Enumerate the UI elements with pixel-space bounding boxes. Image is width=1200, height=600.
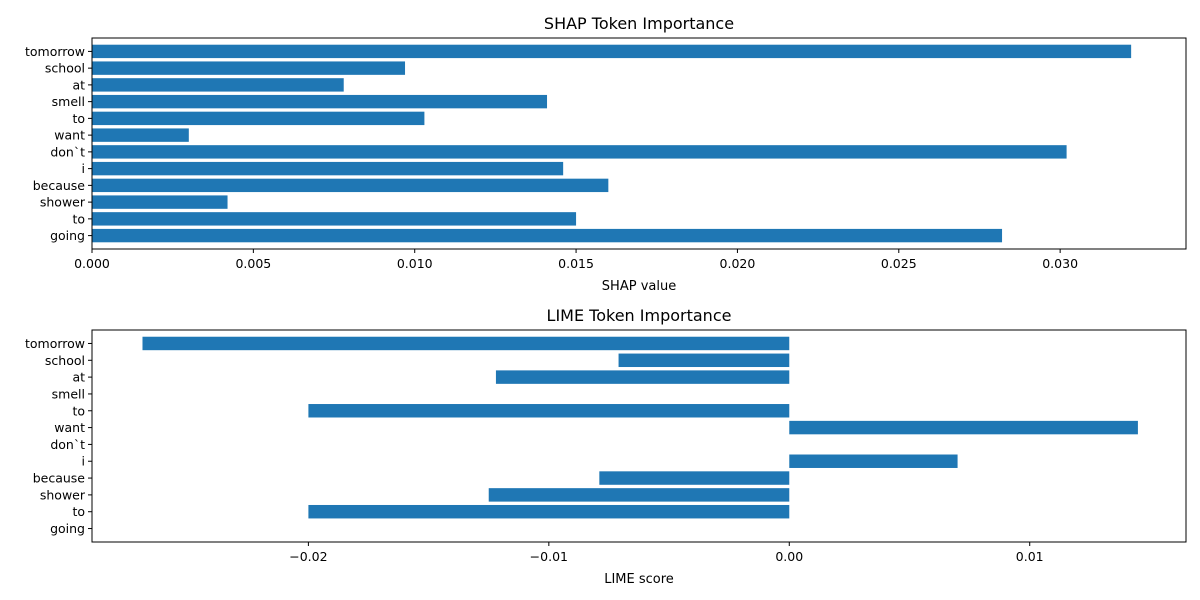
shap-ytick-label-9: shower xyxy=(40,195,86,210)
shap-xtick-label-1: 0.005 xyxy=(235,256,271,271)
shap-ytick-label-1: school xyxy=(45,61,85,76)
lime-ytick-label-11: going xyxy=(50,521,85,536)
lime-ytick-label-6: don`t xyxy=(50,437,85,452)
shap-ytick-label-6: don`t xyxy=(50,144,85,159)
shap-ytick-label-2: at xyxy=(72,77,85,92)
lime-bar-0 xyxy=(142,336,790,351)
shap-xtick-label-4: 0.020 xyxy=(720,256,756,271)
shap-xtick-label-3: 0.015 xyxy=(558,256,594,271)
shap-bar-7 xyxy=(92,161,564,176)
lime-ytick-label-8: because xyxy=(33,471,86,486)
shap-bar-3 xyxy=(92,94,548,109)
shap-axes-frame xyxy=(91,37,1187,250)
shap-bar-4 xyxy=(92,111,425,126)
shap-ytick-label-0: tomorrow xyxy=(25,44,85,59)
shap-bar-6 xyxy=(92,145,1067,159)
lime-ytick-label-0: tomorrow xyxy=(25,336,85,351)
lime-bar-2 xyxy=(495,370,790,384)
lime-axes-frame xyxy=(91,329,1187,543)
lime-ytick-label-3: smell xyxy=(52,386,85,401)
lime-ytick-label-10: to xyxy=(72,504,85,519)
shap-bar-11 xyxy=(92,228,1003,243)
shap-x-axis-label: SHAP value xyxy=(602,279,676,294)
shap-xtick-label-0: 0.000 xyxy=(74,256,110,271)
lime-xtick-label-2: 0.00 xyxy=(775,549,803,564)
lime-xtick-label-0: −0.02 xyxy=(289,549,327,564)
lime-ytick-label-1: school xyxy=(45,353,85,368)
shap-ytick-label-5: want xyxy=(54,128,85,143)
lime-chart-title: LIME Token Importance xyxy=(547,306,732,325)
shap-xtick-label-5: 0.025 xyxy=(881,256,917,271)
lime-ytick-label-4: to xyxy=(72,403,85,418)
lime-bar-8 xyxy=(599,471,790,485)
lime-ytick-label-2: at xyxy=(72,370,85,385)
lime-x-axis-label: LIME score xyxy=(604,572,674,587)
shap-bar-1 xyxy=(92,61,406,75)
shap-ytick-label-4: to xyxy=(72,111,85,126)
shap-xtick-label-6: 0.030 xyxy=(1042,256,1078,271)
lime-xtick-label-3: 0.01 xyxy=(1016,549,1044,564)
shap-ytick-label-7: i xyxy=(82,161,85,176)
lime-ytick-label-9: shower xyxy=(40,487,86,502)
shap-ytick-label-10: to xyxy=(72,211,85,226)
shap-ytick-label-8: because xyxy=(33,178,86,193)
shap-bar-2 xyxy=(92,78,344,92)
lime-bar-7 xyxy=(789,454,958,468)
lime-bar-4 xyxy=(308,404,790,418)
shap-bar-8 xyxy=(92,178,609,193)
lime-ytick-label-5: want xyxy=(54,420,85,435)
lime-ytick-label-7: i xyxy=(82,454,85,469)
lime-bar-1 xyxy=(618,353,790,368)
lime-bar-5 xyxy=(789,420,1138,435)
shap-ytick-label-3: smell xyxy=(52,94,85,109)
lime-xtick-label-1: −0.01 xyxy=(530,549,568,564)
shap-bar-5 xyxy=(92,128,189,142)
lime-bar-9 xyxy=(488,488,790,502)
shap-ytick-label-11: going xyxy=(50,228,85,243)
shap-bar-0 xyxy=(92,44,1132,59)
lime-bar-10 xyxy=(308,504,790,519)
shap-bar-10 xyxy=(92,212,577,226)
shap-chart-title: SHAP Token Importance xyxy=(544,14,734,33)
shap-bar-9 xyxy=(92,195,228,209)
shap-xtick-label-2: 0.010 xyxy=(397,256,433,271)
